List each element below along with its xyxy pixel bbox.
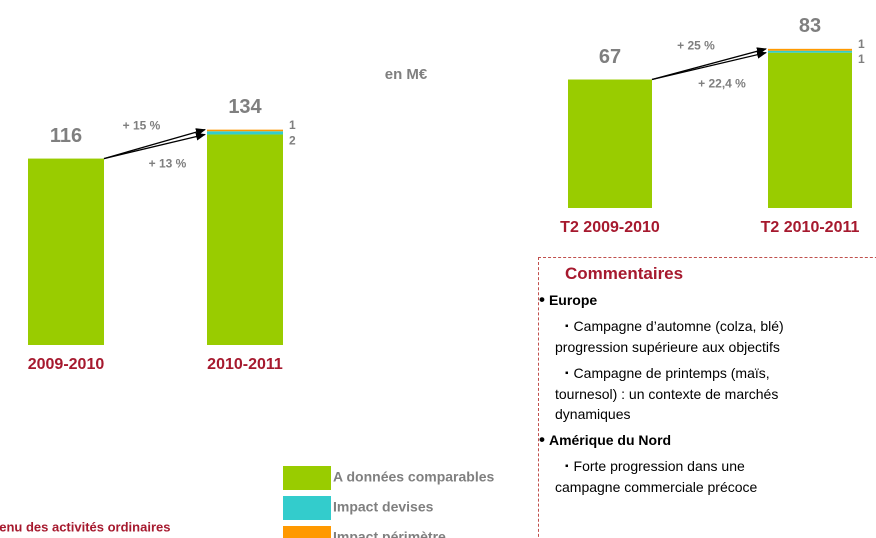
x-tick-label: 2009-2010 xyxy=(28,356,105,373)
growth-arrow xyxy=(651,50,767,81)
x-tick-label: T2 2010-2011 xyxy=(761,219,860,236)
growth-label: + 15 % xyxy=(123,118,161,132)
bar-segment xyxy=(768,52,852,208)
comment-line: progression supérieure aux objectifs xyxy=(555,339,780,355)
growth-label: + 22,4 % xyxy=(698,76,746,90)
unit-label: en M€ xyxy=(385,66,428,83)
comment-line: Campagne d’automne (colza, blé) xyxy=(555,316,876,337)
x-tick-label: 2010-2011 xyxy=(207,356,283,373)
bar-segment xyxy=(768,50,852,53)
growth-label: + 25 % xyxy=(677,38,715,52)
comment-line: Campagne de printemps (maïs, xyxy=(555,363,876,384)
bar-segment xyxy=(207,131,283,135)
total-label: 67 xyxy=(599,46,621,68)
segment-label: 1 xyxy=(289,118,296,132)
segment-label: 1 xyxy=(858,52,865,66)
total-label: 83 xyxy=(799,15,821,37)
footer: venu des activités ordinaires xyxy=(0,519,170,534)
segment-label: 2 xyxy=(289,134,296,148)
total-label: 116 xyxy=(50,125,82,147)
comments-box: Commentaires Europe Campagne d’automne (c… xyxy=(538,257,876,538)
comment-item: Campagne de printemps (maïs, tournesol) :… xyxy=(555,363,876,424)
x-tick-label: T2 2009-2010 xyxy=(560,219,660,236)
segment-label: 1 xyxy=(858,37,865,51)
comment-line: tournesol) : un contexte de marchés xyxy=(555,386,779,402)
growth-arrow xyxy=(103,128,206,160)
bar-segment xyxy=(568,79,652,209)
comment-heading: Europe xyxy=(539,290,876,310)
growth-label: + 13 % xyxy=(149,157,187,171)
comment-item: Forte progression dans une campagne comme… xyxy=(555,456,876,497)
comment-line: dynamiques xyxy=(555,406,631,422)
legend-swatch xyxy=(283,496,331,520)
total-label: 134 xyxy=(228,96,262,118)
bar-segment xyxy=(207,129,283,132)
legend-label: Impact périmètre xyxy=(333,529,446,538)
legend-swatch xyxy=(283,526,331,538)
legend-swatch xyxy=(283,466,331,490)
comment-line: campagne commerciale précoce xyxy=(555,479,758,495)
bar-segment xyxy=(207,134,283,345)
comment-line: Forte progression dans une xyxy=(555,456,876,477)
comment-heading: Amérique du Nord xyxy=(539,430,876,450)
comments-title: Commentaires xyxy=(565,264,684,283)
legend-label: A données comparables xyxy=(333,469,495,485)
growth-arrow xyxy=(103,132,206,160)
bar-segment xyxy=(28,158,104,345)
legend-label: Impact devises xyxy=(333,499,434,515)
comment-item: Campagne d’automne (colza, blé) progressi… xyxy=(555,316,876,357)
bar-segment xyxy=(768,48,852,51)
